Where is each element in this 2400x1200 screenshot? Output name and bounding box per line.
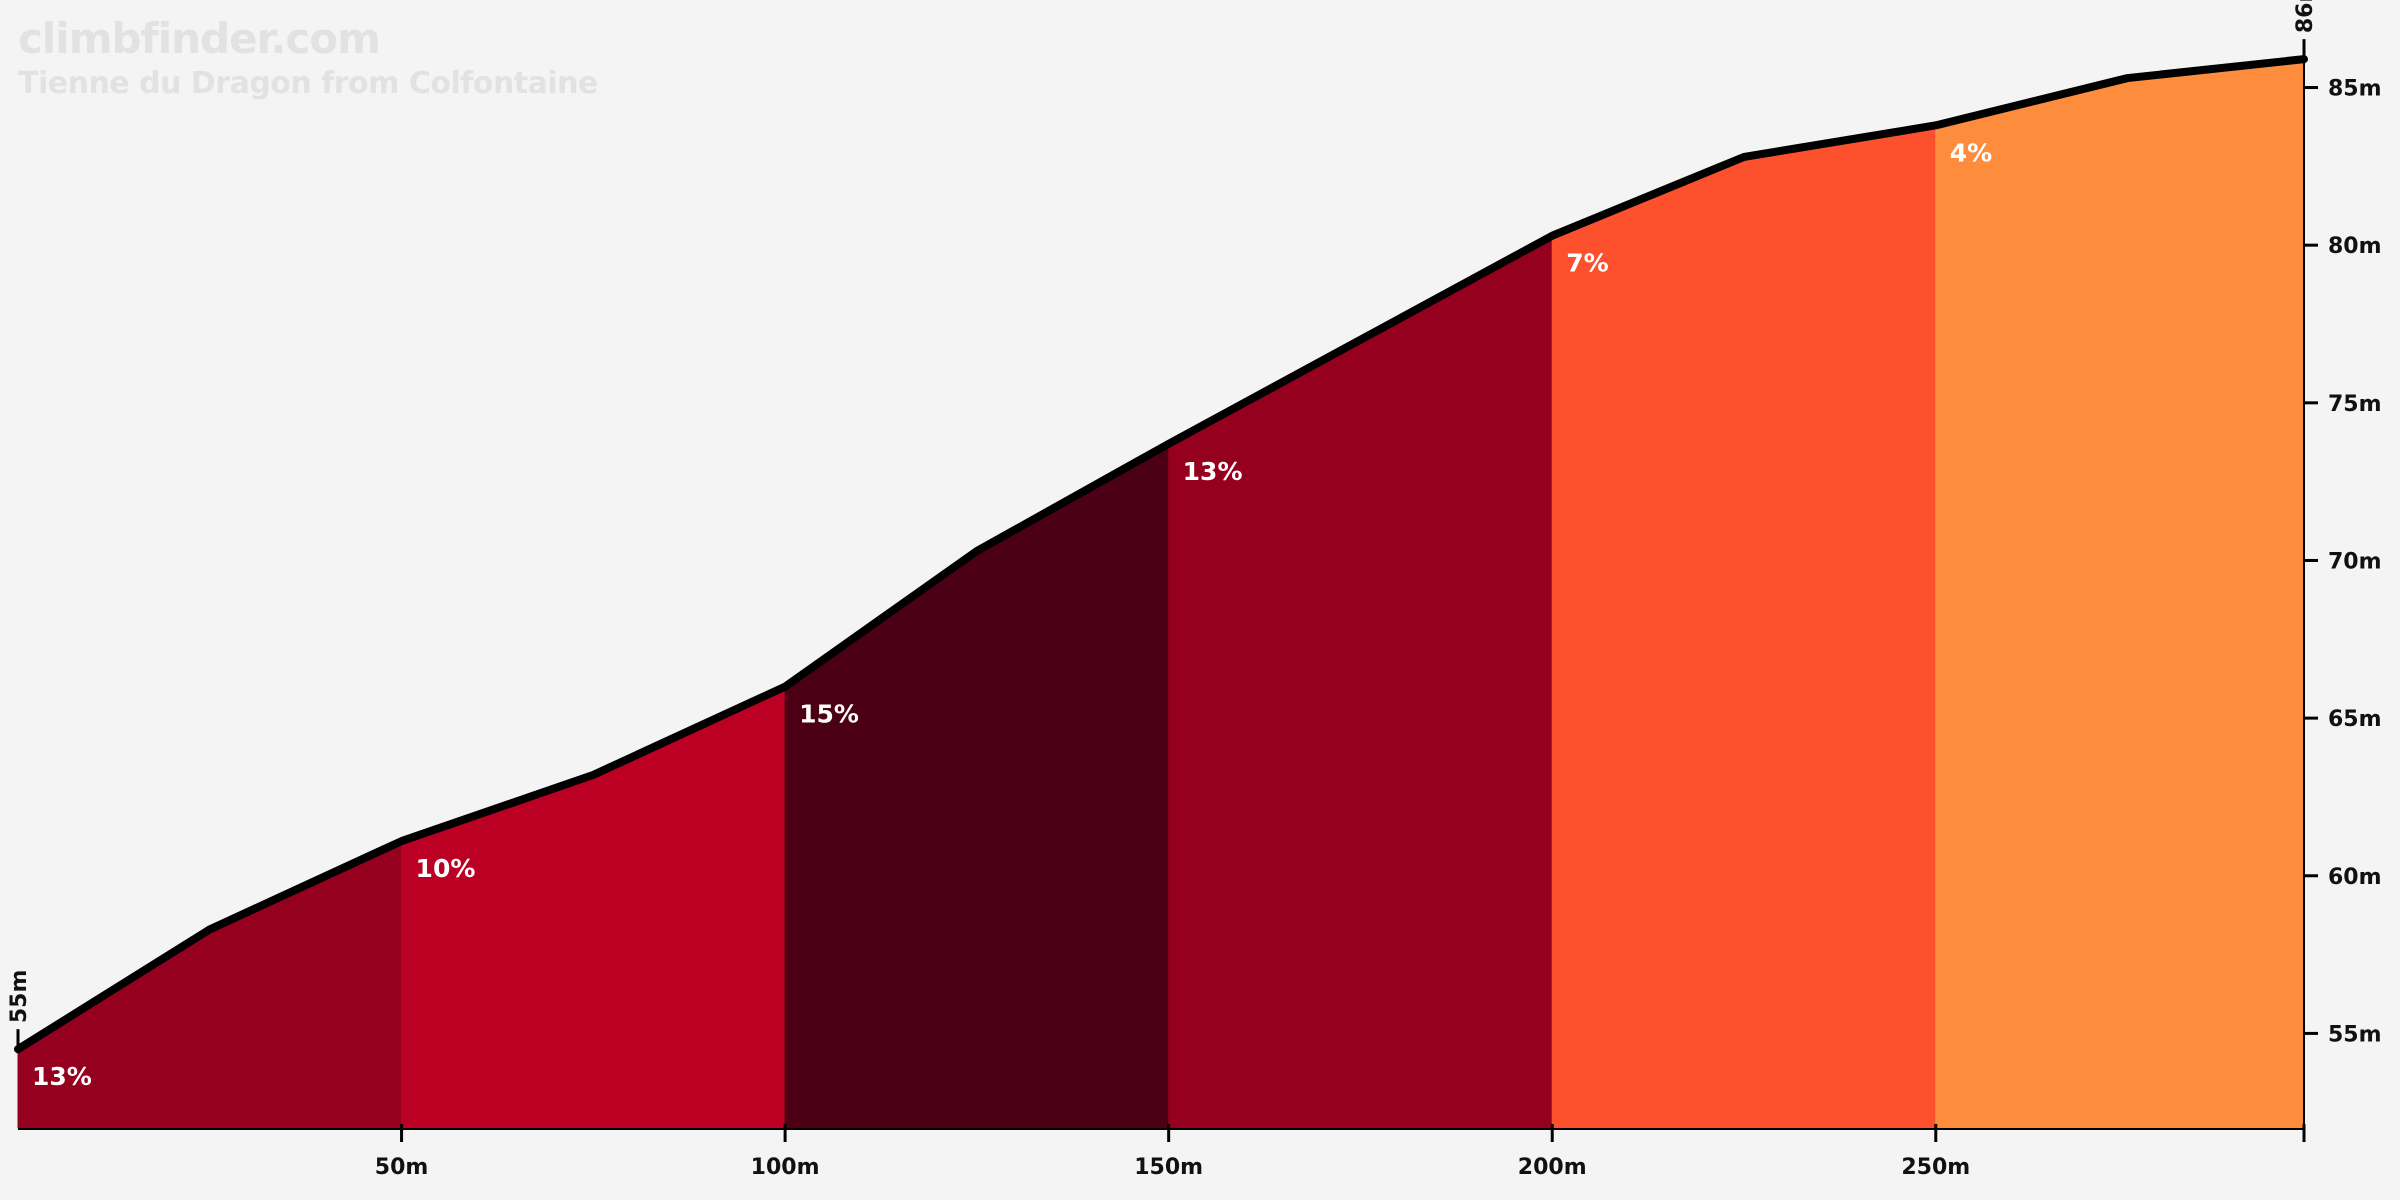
y-tick-label: 85m <box>2328 77 2382 102</box>
y-tick-label: 65m <box>2328 707 2382 732</box>
grade-label-3: 15% <box>799 700 859 729</box>
grade-label-2: 10% <box>416 854 476 883</box>
x-tick-label: 100m <box>751 1155 820 1180</box>
grade-labels: 13% 10% 15% 13% 7% 4% <box>32 138 1992 1091</box>
y-tick-label: 60m <box>2328 865 2382 890</box>
x-tick-label: 50m <box>375 1155 429 1180</box>
x-tick-label: 150m <box>1134 1155 1203 1180</box>
y-tick-label: 80m <box>2328 234 2382 259</box>
grade-label-4: 13% <box>1183 457 1243 486</box>
grade-label-6: 4% <box>1950 138 1992 167</box>
profile-line <box>14 55 2308 1054</box>
grade-label-1: 13% <box>32 1062 92 1091</box>
grade-segment-2 <box>401 685 786 1129</box>
y-tick-label: 75m <box>2328 392 2382 417</box>
watermark-site-name: climbfinder.com <box>18 14 381 63</box>
grade-segment-6 <box>1935 58 2305 1129</box>
x-tick-label: 250m <box>1901 1155 1970 1180</box>
watermark-climb-name: Tienne du Dragon from Colfontaine <box>18 66 598 101</box>
axes: 50m 100m 150m 200m 250m 55m 60m 65m 70m 75m 80m 85m… <box>7 0 2382 1180</box>
profile-line-layer <box>14 55 2308 1054</box>
y-tick-label: 55m <box>2328 1022 2382 1047</box>
grade-label-5: 7% <box>1566 249 1608 278</box>
grade-segments <box>17 58 2305 1129</box>
x-tick-label: 200m <box>1518 1155 1587 1180</box>
start-elevation-label: 55m <box>7 970 32 1024</box>
y-tick-label: 70m <box>2328 549 2382 574</box>
grade-segment-5 <box>1551 124 1937 1129</box>
end-elevation-label: 86m <box>2293 0 2318 33</box>
grade-segment-4 <box>1168 234 1553 1129</box>
